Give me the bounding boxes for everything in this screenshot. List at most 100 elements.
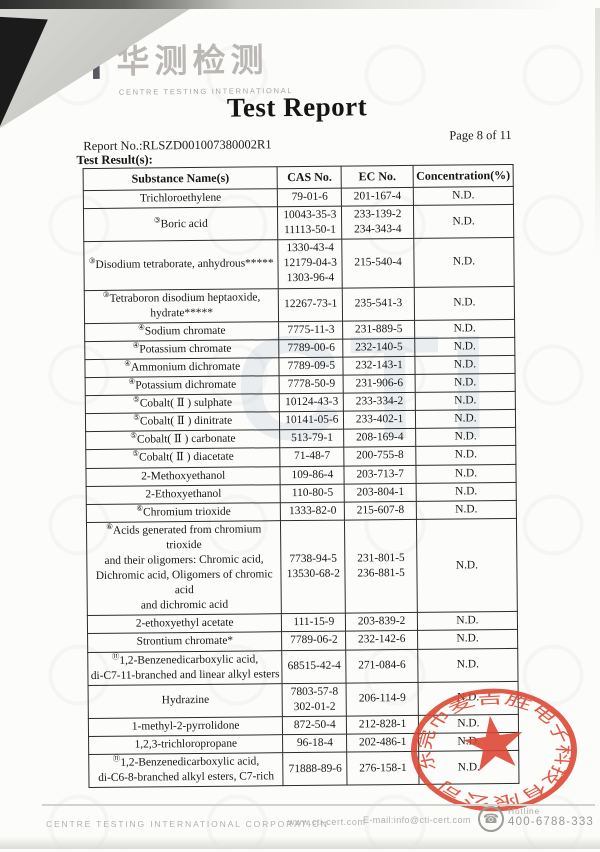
col-header-substance: Substance Name(s) <box>83 166 278 191</box>
cas-number-cell: 7789-06-2 <box>281 631 346 651</box>
footer-divider <box>42 804 595 806</box>
table-row: ⑪1,2-Benzenedicarboxylic acid, di-C7-11-… <box>87 647 519 686</box>
concentration-cell: N.D. <box>417 647 519 683</box>
cas-number-cell: 10124-43-3 <box>279 393 344 412</box>
substance-name-cell: ⑤Cobalt( Ⅱ ) sulphate <box>85 393 280 414</box>
footnote-marker: ⑥ <box>106 521 113 531</box>
cas-number-cell: 7775-11-3 <box>278 320 343 340</box>
cas-number-cell: 96-18-4 <box>282 734 347 753</box>
footnote-marker: ④ <box>138 322 145 332</box>
cti-logo-chinese: 华测检测 <box>116 40 269 81</box>
footnote-marker: ⑤ <box>130 431 138 441</box>
ec-number-cell: 231-889-5 <box>342 320 415 339</box>
concentration-cell: N.D. <box>414 355 516 375</box>
page-title: Test Report <box>226 91 368 123</box>
ec-number-cell: 233-334-2 <box>343 392 416 412</box>
concentration-cell: N.D. <box>416 500 517 520</box>
footnote-marker: ⑤ <box>132 449 140 459</box>
ec-number-cell: 215-540-4 <box>342 238 415 288</box>
concentration-cell: N.D. <box>415 373 516 393</box>
footnote-marker: ⑪ <box>112 754 121 764</box>
ec-number-cell: 200-755-8 <box>344 446 416 466</box>
concentration-cell: N.D. <box>413 204 514 239</box>
scan-right-edge <box>595 8 600 258</box>
substance-name-cell: ④Sodium chromate <box>84 321 280 342</box>
page-number: Page 8 of 11 <box>449 127 512 143</box>
scan-top-edge <box>0 0 565 9</box>
col-header-cas: CAS No. <box>277 166 342 189</box>
cas-number-cell: 7738-94-5 13530-68-2 <box>280 519 346 615</box>
substance-name-cell: 1-methyl-2-pyrrolidone <box>88 716 283 737</box>
footer-hotline-number: 400-6788-333 <box>508 816 595 828</box>
ec-number-cell: 271-084-6 <box>345 648 419 683</box>
substance-name-cell: ③Boric acid <box>83 206 279 242</box>
ec-number-cell: 233-139-2 234-343-4 <box>341 205 414 240</box>
cas-number-cell: 7778-50-9 <box>279 375 344 394</box>
ec-number-cell: 235-541-3 <box>342 286 415 321</box>
table-row: ③Boric acid 10043-35-3 11113-50-1 233-139-… <box>83 204 514 242</box>
col-header-ec: EC No. <box>341 165 414 189</box>
concentration-cell: N.D. <box>414 319 515 339</box>
substance-name-cell: ④Ammonium dichromate <box>84 357 280 378</box>
cas-number-cell: 71-48-7 <box>280 447 345 467</box>
concentration-cell: N.D. <box>414 285 515 321</box>
concentration-cell: N.D. <box>416 518 518 613</box>
phone-icon: ☎ <box>478 806 504 832</box>
report-number: Report No.:RLSZD001007380002R1 <box>83 137 272 154</box>
cas-number-cell: 111-15-9 <box>281 613 346 633</box>
substance-name-cell: Strontium chromate* <box>87 632 283 653</box>
col-header-concentration: Concentration(%) <box>413 164 514 188</box>
ec-number-cell: 203-839-2 <box>345 612 418 632</box>
substance-name-cell: Trichloroethylene <box>83 188 278 209</box>
substance-name-cell: ⑤Cobalt( Ⅱ ) dinitrate <box>85 411 281 432</box>
cas-number-cell: 79-01-6 <box>277 188 342 207</box>
substance-name-cell: ④Potassium dichromate <box>85 375 280 396</box>
concentration-cell: N.D. <box>413 237 515 287</box>
footnote-marker: ③ <box>102 289 110 299</box>
cas-number-cell: 10141-05-6 <box>279 411 344 431</box>
ec-number-cell: 208-169-4 <box>343 428 416 448</box>
cas-number-cell: 7789-00-6 <box>279 338 344 358</box>
stamp-star-icon <box>463 715 523 772</box>
ec-number-cell: 203-713-7 <box>344 464 417 484</box>
cas-number-cell: 10043-35-3 11113-50-1 <box>277 206 343 240</box>
ec-number-cell: 232-143-1 <box>343 356 416 376</box>
substance-name-cell: ⑪1,2-Benzenedicarboxylic acid, di-C6-8-b… <box>88 752 284 788</box>
substance-name-cell: 2-ethoxyethyl acetate <box>87 614 282 634</box>
cas-number-cell: 68515-42-4 <box>282 649 347 684</box>
substance-name-cell: Hydrazine <box>88 683 283 719</box>
footnote-marker: ④ <box>124 358 132 368</box>
cas-number-cell: 1330-43-4 12179-04-3 1303-96-4 <box>278 239 343 289</box>
scan-bottom-edge <box>0 836 600 849</box>
concentration-cell: N.D. <box>417 629 518 649</box>
concentration-cell: N.D. <box>417 611 518 631</box>
concentration-cell: N.D. <box>415 427 516 447</box>
substance-name-cell: ③Disodium tetraborate, anhydrous***** <box>83 239 279 291</box>
footer-email: E-mail:info@cti-cert.com <box>363 815 471 825</box>
footnote-marker: ⑤ <box>133 412 140 423</box>
footnote-marker: ⑪ <box>111 651 120 661</box>
footnote-marker: ⑤ <box>132 394 140 404</box>
cas-number-cell: 1333-82-0 <box>280 501 345 521</box>
concentration-cell: N.D. <box>415 463 517 483</box>
red-company-stamp: 东莞市麦吉胜电子科技有限公司 <box>411 688 577 812</box>
concentration-cell: N.D. <box>416 482 517 502</box>
footer: CENTRE TESTING INTERNATIONAL CORPORATION… <box>0 806 600 842</box>
ec-number-cell: 232-142-6 <box>345 630 418 650</box>
footer-company-name: CENTRE TESTING INTERNATIONAL CORPORATION <box>46 819 329 829</box>
cas-number-cell: 872-50-4 <box>282 715 347 735</box>
substance-name-cell: 1,2,3-trichloropropane <box>88 734 284 755</box>
substance-name-cell: 2-Ethoxyethanol <box>86 484 281 505</box>
cas-number-cell: 12267-73-1 <box>278 287 343 322</box>
substance-name-cell: ⑥Chromium trioxide <box>86 502 281 523</box>
substance-name-cell: ⑤Cobalt( Ⅱ ) carbonate <box>85 430 281 450</box>
ec-number-cell: 232-140-5 <box>342 338 415 358</box>
ec-number-cell: 233-402-1 <box>343 410 416 430</box>
cas-number-cell: 71888-89-6 <box>283 752 348 786</box>
footer-hotline-label: Hotline <box>508 806 541 816</box>
substance-name-cell: ⑥Acids generated from chromium trioxide … <box>86 520 282 616</box>
footnote-marker: ③ <box>88 256 96 266</box>
cas-number-cell: 513-79-1 <box>280 429 345 449</box>
footnote-marker: ④ <box>128 376 136 386</box>
concentration-cell: N.D. <box>415 391 516 411</box>
